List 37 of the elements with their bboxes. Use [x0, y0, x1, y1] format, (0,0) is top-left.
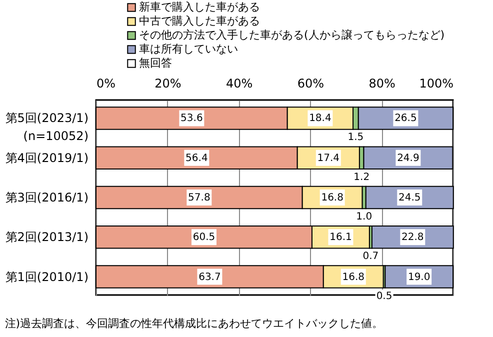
data-label: 1.5: [348, 132, 364, 144]
data-label: 56.4: [186, 152, 208, 164]
y-tick-label: 第2回(2013/1): [5, 230, 88, 244]
legend-label: 無回答: [139, 56, 172, 70]
y-tick-label: 第3回(2016/1): [5, 190, 88, 204]
legend-label: 新車で購入した車がある: [139, 0, 260, 14]
data-label: 18.4: [309, 113, 332, 124]
legend-label: 車は所有していない: [139, 42, 238, 56]
data-label: 22.8: [402, 232, 424, 244]
data-label: 0.5: [376, 290, 392, 302]
x-tick-label: 60%: [297, 76, 324, 90]
data-label: 17.4: [317, 152, 340, 164]
data-label: 0.7: [362, 251, 379, 262]
data-label: 1.0: [356, 212, 372, 222]
data-label: 60.5: [192, 232, 216, 244]
data-label: 57.8: [188, 192, 210, 204]
y-tick-label: 第5回(2023/1) (n=10052): [5, 111, 88, 144]
text: 注)過去調査は、今回調査の性年代構成比にあわせてウエイトバックした値。: [4, 316, 384, 330]
legend-label: その他の方法で入手した車がある(人から譲ってもらったなど): [139, 28, 445, 42]
data-label: 16.8: [342, 272, 365, 283]
data-label: 19.0: [408, 272, 430, 283]
data-label: 24.5: [398, 192, 421, 204]
data-label: 1.2: [354, 172, 370, 183]
x-tick-label: 0%: [96, 76, 116, 90]
data-label: 26.5: [394, 113, 417, 124]
data-label: 16.1: [330, 232, 352, 244]
data-label: 24.9: [397, 152, 420, 164]
x-tick-label: 100%: [419, 76, 454, 90]
y-tick-label: 第4回(2019/1): [5, 150, 88, 165]
x-tick-label: 80%: [368, 76, 396, 90]
data-label: 53.6: [180, 113, 203, 124]
x-tick-label: 40%: [226, 76, 253, 90]
data-label: 16.8: [321, 192, 344, 204]
y-tick-label: 第1回(2010/1): [5, 270, 88, 284]
data-label: 63.7: [198, 272, 221, 283]
legend-label: 中古で購入した車がある: [139, 14, 260, 28]
x-tick-label: 20%: [154, 76, 182, 90]
